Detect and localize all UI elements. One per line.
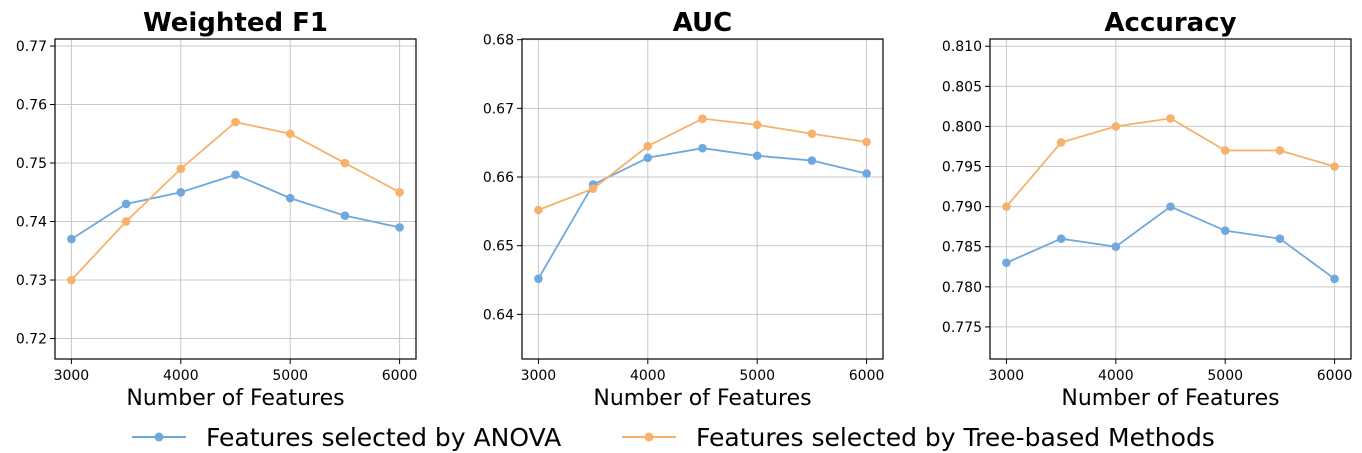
y-tick-label: 0.64 [483,307,514,323]
chart-auc: 3000 4000 5000 6000 0.64 0.65 0.66 0.67 0.68 AUC N… [483,8,885,411]
data-point-anova [698,143,707,153]
x-tick-label: 3000 [989,368,1025,384]
data-point-anova [285,193,295,203]
data-point-anova [340,211,350,220]
data-point-tree [1330,162,1339,171]
data-point-anova [1002,258,1011,268]
data-point-anova [1166,202,1175,211]
y-tick-label: 0.65 [483,239,514,255]
y-tick-label: 0.67 [483,101,514,117]
legend-label-anova: Features selected by ANOVA [206,423,561,452]
data-point-tree [698,114,707,123]
data-point-tree [67,275,76,285]
data-point-tree [752,120,762,130]
y-tick-label: 0.795 [942,160,982,176]
y-tick-label: 0.74 [16,215,47,231]
plot-frame [521,38,884,360]
data-point-anova [1220,226,1230,235]
data-point-anova [1330,274,1339,284]
data-point-tree [1002,202,1011,211]
x-tick-label: 4000 [1098,368,1134,384]
legend: Features selected by ANOVA Features sele… [132,423,1215,452]
series-line-anova [70,173,400,240]
data-point-anova [752,151,762,161]
data-point-anova [121,199,131,209]
chart-panels: 3000 4000 5000 6000 0.72 0.73 0.74 0.75 0.76 0.77… [16,8,1353,411]
series-line-anova [1006,205,1336,280]
data-point-tree [1056,138,1066,147]
data-point-tree [534,205,543,215]
x-axis-label: Number of Features [1061,386,1279,411]
y-tick-label: 0.805 [942,79,982,95]
series-line-tree [70,121,401,281]
y-tick-label: 0.66 [483,170,514,186]
chart-weighted-f1: 3000 4000 5000 6000 0.72 0.73 0.74 0.75 0.76 0.77… [16,8,418,411]
data-point-tree [340,158,350,168]
x-tick-label: 5000 [739,368,775,384]
data-point-anova [862,169,871,178]
data-point-anova [534,274,543,283]
y-tick-label: 0.785 [942,240,982,256]
data-point-anova [1056,234,1066,243]
data-point-anova [643,153,653,163]
chart-title: Weighted F1 [143,8,328,38]
y-tick-label: 0.800 [942,119,982,135]
x-axis-label: Number of Features [126,386,344,411]
y-tick-label: 0.780 [942,280,982,296]
x-tick-label: 3000 [54,368,90,384]
x-tick-label: 4000 [163,368,199,384]
series-line-anova [537,147,867,280]
data-point-tree [588,184,598,193]
data-point-tree [1166,114,1175,123]
chart-title: Accuracy [1104,8,1236,38]
x-tick-label: 6000 [849,368,885,384]
data-point-anova [67,234,76,244]
data-point-tree [1111,122,1121,131]
y-tick-label: 0.790 [942,200,982,216]
data-point-anova [807,156,817,165]
series-line-tree [538,117,867,211]
y-tick-label: 0.73 [16,273,47,289]
y-tick-label: 0.75 [16,156,47,172]
data-point-anova [231,170,240,180]
x-tick-label: 6000 [382,368,418,384]
x-tick-label: 4000 [630,368,666,384]
data-point-tree [643,141,653,151]
data-point-tree [1220,146,1230,155]
x-tick-label: 6000 [1317,368,1353,384]
y-tick-label: 0.775 [942,320,982,336]
data-point-anova [395,223,404,232]
x-axis-label: Number of Features [593,386,811,411]
legend-marker-anova [154,432,164,442]
legend-label-tree: Features selected by Tree-based Methods [696,423,1215,452]
data-point-tree [231,117,240,127]
plot-frame [989,38,1352,360]
data-point-tree [285,129,295,139]
data-point-tree [807,129,817,139]
y-tick-label: 0.77 [16,39,47,55]
legend-marker-tree [644,432,654,442]
y-tick-label: 0.76 [16,98,47,114]
x-tick-label: 5000 [1207,368,1243,384]
data-point-tree [176,164,186,174]
x-tick-label: 5000 [272,368,308,384]
data-point-tree [862,137,871,147]
y-tick-label: 0.68 [483,33,514,49]
data-point-tree [395,187,404,197]
data-point-anova [1111,242,1121,252]
data-point-tree [121,217,131,226]
chart-accuracy: 3000 4000 5000 6000 0.775 0.780 0.785 0.790 0.79… [942,8,1353,411]
y-tick-label: 0.72 [16,332,47,348]
x-tick-label: 3000 [521,368,557,384]
data-point-anova [1275,234,1285,243]
y-tick-label: 0.810 [942,39,982,55]
data-point-anova [176,187,186,197]
plot-frame [54,38,417,360]
series-line-tree [1005,117,1335,208]
data-point-tree [1275,146,1285,155]
chart-title: AUC [673,8,733,38]
